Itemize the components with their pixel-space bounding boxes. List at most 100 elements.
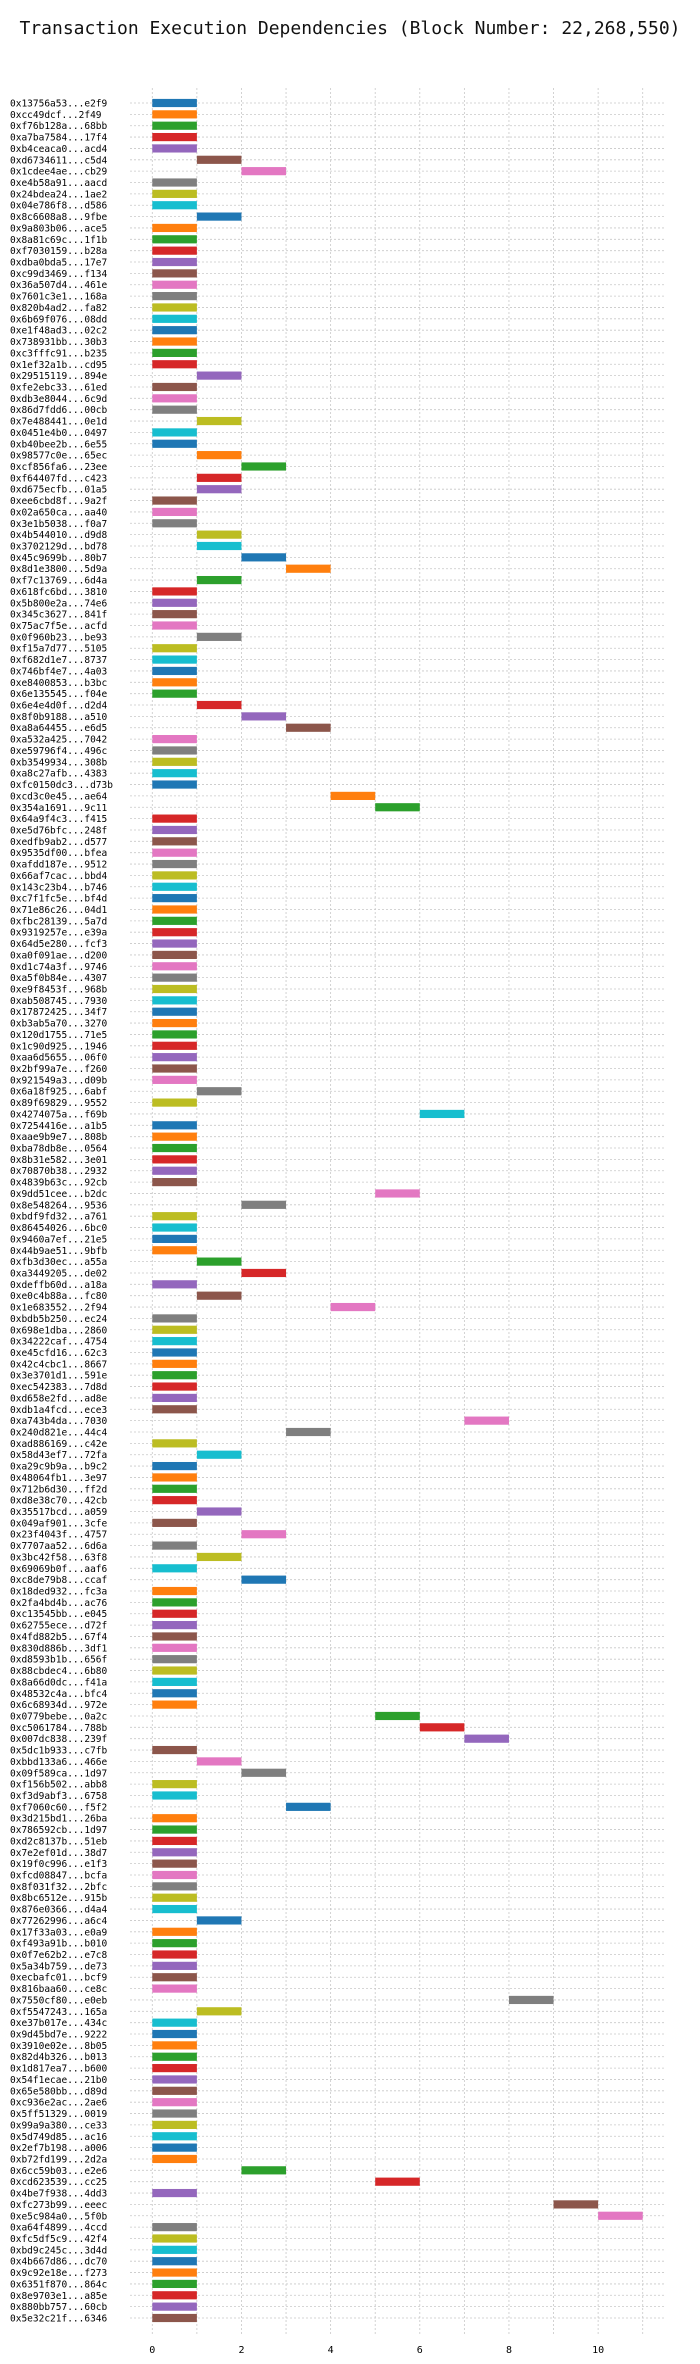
tx-bar <box>241 1200 287 1209</box>
tx-hash-label: 0x7601c3e1...168a <box>10 292 107 303</box>
tx-hash-label: 0x3e3701d1...591e <box>10 1371 108 1382</box>
tx-bar <box>152 1212 197 1221</box>
tx-bar <box>152 280 197 289</box>
tx-bar <box>196 1552 242 1562</box>
tx-bar <box>152 1927 197 1936</box>
tx-bar <box>196 1291 242 1300</box>
tx-bar <box>152 928 197 937</box>
tx-hash-label: 0x9535df00...bfea <box>10 848 107 859</box>
tx-hash-label: 0xf15a7d77...5105 <box>10 644 107 655</box>
tx-bar <box>196 541 242 551</box>
tx-hash-label: 0x2ef7b198...a006 <box>10 2143 108 2154</box>
tx-bar <box>152 950 197 960</box>
tx-hash-label: 0x9c92e18e...f273 <box>10 2268 107 2279</box>
tx-hash-label: 0x5ff51329...0019 <box>10 2109 108 2120</box>
tx-hash-label: 0x7e2ef01d...38d7 <box>10 1848 107 1859</box>
tx-bar <box>152 439 197 448</box>
tx-bar <box>152 201 197 210</box>
tx-hash-label: 0xaae9b9e7...808b <box>10 1132 108 1143</box>
tx-bar <box>152 1598 197 1607</box>
tx-bar <box>152 257 197 267</box>
tx-bar <box>196 1087 242 1096</box>
tx-hash-label: 0x99a9a380...ce33 <box>10 2120 107 2131</box>
tx-hash-label: 0xf7060c60...f5f2 <box>10 1802 107 1813</box>
tx-hash-label: 0xcd3c0e45...ae64 <box>10 791 108 802</box>
tx-hash-label: 0x0f7e62b2...e7c8 <box>10 1950 108 1961</box>
tx-bar <box>152 1348 197 1357</box>
tx-bar <box>286 1427 331 1437</box>
tx-bar <box>152 1143 197 1153</box>
tx-hash-label: 0x44b9ae51...9bfb <box>10 1246 108 1257</box>
tx-bar <box>375 2177 420 2186</box>
tx-hash-label: 0x7e488441...0e1d <box>10 417 107 428</box>
tx-bar <box>152 1836 197 1846</box>
tx-bar <box>152 1405 197 1414</box>
tx-bar <box>152 916 197 925</box>
tx-hash-label: 0xf493a91b...b010 <box>10 1939 108 1950</box>
tx-bar <box>152 2257 197 2266</box>
tx-bar <box>152 1564 197 1573</box>
tx-hash-label: 0xa7ba7584...17f4 <box>10 133 108 144</box>
tx-hash-label: 0xa743b4da...7030 <box>10 1416 108 1427</box>
tx-bar <box>152 859 197 869</box>
tx-bar <box>241 167 287 176</box>
tx-bar <box>241 1268 287 1278</box>
tx-bar <box>241 553 287 562</box>
tx-bar <box>196 2007 242 2016</box>
tx-bar <box>286 723 331 732</box>
tx-hash-label: 0xe59796f4...496c <box>10 746 107 757</box>
tx-hash-label: 0x0451e4b0...0497 <box>10 428 107 439</box>
tx-bar <box>152 655 197 664</box>
tx-hash-label: 0xcd623539...cc25 <box>10 2177 107 2188</box>
tx-bar <box>152 1132 197 1141</box>
tx-hash-label: 0x45c9699b...80b7 <box>10 553 107 564</box>
tx-hash-label: 0xafdd187e...9512 <box>10 860 107 871</box>
tx-hash-label: 0xab508745...7930 <box>10 996 108 1007</box>
tx-bar <box>152 1973 197 1982</box>
tx-bar <box>152 2029 197 2039</box>
tx-hash-label: 0xee6cbd8f...9a2f <box>10 496 107 507</box>
tx-bar <box>196 1757 242 1766</box>
tx-hash-label: 0x8c6608a8...9fbe <box>10 212 108 223</box>
tx-hash-label: 0xcf856fa6...23ee <box>10 462 108 473</box>
tx-bar <box>241 712 287 721</box>
tx-bar <box>152 1007 197 1016</box>
tx-bar <box>152 2018 197 2027</box>
tx-bar <box>152 1848 197 1857</box>
tx-bar <box>152 178 197 187</box>
tx-bar <box>152 428 197 437</box>
tx-bar <box>464 1416 509 1425</box>
tx-hash-label: 0x65e580bb...d89d <box>10 2086 107 2097</box>
tx-hash-label: 0xf64407fd...c423 <box>10 473 107 484</box>
tx-hash-label: 0x240d821e...44c4 <box>10 1428 108 1439</box>
tx-hash-label: 0x6a18f925...6abf <box>10 1087 107 1098</box>
tx-hash-label: 0x007dc838...239f <box>10 1734 107 1745</box>
tx-bar <box>152 1655 197 1664</box>
tx-bar <box>196 1916 242 1925</box>
tx-bar <box>152 735 197 744</box>
tx-hash-label: 0xc5061784...788b <box>10 1723 108 1734</box>
tx-hash-label: 0x6cc59b03...e2e6 <box>10 2166 108 2177</box>
tx-bar <box>152 1825 197 1834</box>
tx-bar <box>152 360 197 369</box>
tx-hash-label: 0xb3ab5a70...3270 <box>10 1019 108 1030</box>
tx-bar <box>152 1745 197 1755</box>
tx-hash-label: 0xaa6d5655...06f0 <box>10 1053 108 1064</box>
tx-hash-label: 0x3d215bd1...26ba <box>10 1814 107 1825</box>
tx-bar <box>152 2052 197 2061</box>
tx-bar <box>152 1223 197 1232</box>
tx-hash-label: 0xa0f091ae...d200 <box>10 950 108 961</box>
tx-hash-label: 0xd8e38c70...42cb <box>10 1496 108 1507</box>
tx-bar <box>196 212 242 221</box>
tx-bar <box>152 598 197 607</box>
tx-hash-label: 0x29515119...894e <box>10 371 108 382</box>
tx-hash-label: 0x1ef32a1b...cd95 <box>10 360 107 371</box>
tx-hash-label: 0xc99d3469...f134 <box>10 269 108 280</box>
tx-bar <box>241 1575 287 1584</box>
tx-bar <box>152 1098 197 1107</box>
tx-hash-label: 0x66af7cac...bbd4 <box>10 871 108 882</box>
tx-bar <box>152 1337 197 1346</box>
tx-hash-label: 0xe37b017e...434c <box>10 2018 107 2029</box>
tx-hash-label: 0x23f4043f...4757 <box>10 1530 107 1541</box>
tx-hash-label: 0x2bf99a7e...f260 <box>10 1064 108 1075</box>
